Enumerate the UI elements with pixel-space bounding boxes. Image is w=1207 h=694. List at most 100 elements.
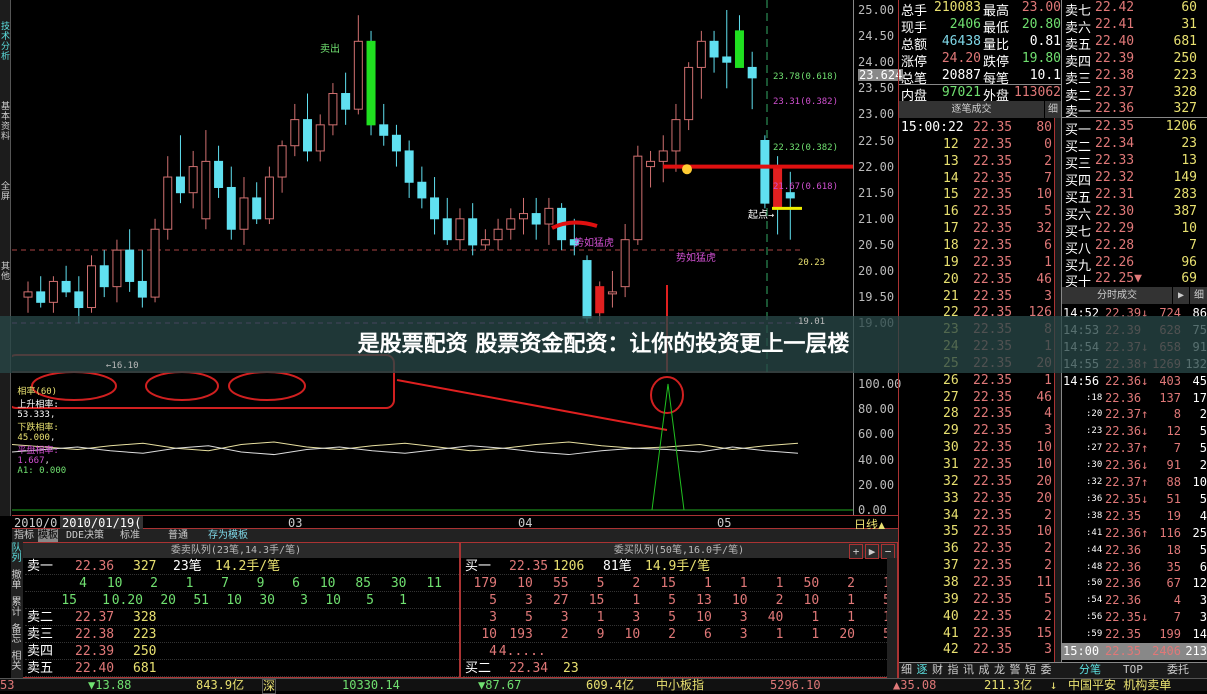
- indicator-line-down: [12, 445, 799, 456]
- chart-tab[interactable]: 标准: [120, 530, 140, 541]
- candle-body: [582, 260, 592, 319]
- sidebar-tab[interactable]: 全屏: [0, 182, 10, 202]
- chart-tab[interactable]: DDE决策: [66, 530, 105, 541]
- tick-row: 38 22.35 11: [899, 574, 1054, 591]
- level-label: 卖一: [27, 559, 54, 574]
- tick-volume: 10: [1036, 524, 1052, 540]
- order-size: 2: [150, 576, 158, 591]
- panel-tab[interactable]: 龙: [994, 663, 1005, 676]
- stat-value: 113062: [1014, 85, 1061, 100]
- panel-tab[interactable]: 讯: [963, 663, 974, 676]
- trade-volume: 2406: [1152, 644, 1181, 658]
- panel-tab[interactable]: 短: [1025, 663, 1036, 676]
- queue-side-tab[interactable]: 相关: [11, 651, 22, 672]
- status-amount: 843.9亿: [196, 678, 245, 692]
- queue-orders-row: 4 4.....: [463, 643, 887, 660]
- price-tick: 20.00: [858, 264, 895, 278]
- scrollbar[interactable]: [887, 558, 897, 678]
- status-market[interactable]: 中小板指: [656, 678, 705, 692]
- panel-tab[interactable]: TOP: [1123, 663, 1143, 676]
- tick-price: 22.35: [973, 120, 1013, 135]
- tick-volume: 2: [1044, 558, 1052, 574]
- candle: [709, 30, 719, 73]
- trade-time: 15:00: [1063, 644, 1100, 658]
- sidebar-tab[interactable]: 基本资料: [0, 102, 10, 142]
- tick-time: 34: [943, 507, 959, 523]
- candle-body: [646, 160, 656, 168]
- candle-body: [506, 218, 516, 230]
- candle-body: [417, 181, 427, 199]
- order-size: 1: [775, 627, 784, 642]
- avg-size: 14.2手/笔: [215, 559, 281, 574]
- candlestick-chart[interactable]: [12, 0, 898, 516]
- tick-list-header[interactable]: 逐笔成交: [899, 101, 1044, 118]
- trade-price: 22.35↓: [1105, 610, 1149, 625]
- candle-body: [785, 192, 795, 199]
- panel-tab[interactable]: 指: [947, 663, 959, 676]
- candle: [569, 218, 579, 256]
- level-label: 卖三: [27, 627, 54, 642]
- orderbook-label: 卖七: [1065, 4, 1092, 19]
- detail-button[interactable]: 细: [1045, 101, 1061, 118]
- scrollbar[interactable]: [1054, 118, 1061, 662]
- chart-tab[interactable]: 模板: [38, 529, 58, 542]
- panel-tab[interactable]: 逐: [916, 663, 928, 676]
- candle-body: [214, 160, 224, 188]
- queue-side-tab[interactable]: 撤单: [11, 570, 22, 591]
- candle-body: [569, 239, 579, 246]
- candle-body: [112, 249, 122, 288]
- collapse-button[interactable]: −: [881, 544, 895, 559]
- candle-body: [303, 119, 313, 152]
- period-selector[interactable]: 日线▲: [854, 518, 886, 532]
- panel-tab[interactable]: 成: [978, 663, 990, 676]
- panel-tab[interactable]: 委托: [1167, 663, 1189, 676]
- trade-time: :30: [1086, 460, 1103, 471]
- panel-tab[interactable]: 细: [901, 663, 912, 676]
- queue-side-tab[interactable]: 备忘: [11, 624, 22, 645]
- candle: [417, 166, 427, 209]
- news-ticker[interactable]: 中国平安 机构卖单: [1068, 678, 1172, 692]
- panel-tab[interactable]: 警: [1009, 663, 1021, 676]
- buy-queue-title: 委买队列(50笔,16.0手/笔): [461, 543, 897, 558]
- minute-trades-header[interactable]: 分时成交: [1062, 287, 1172, 304]
- sidebar-tab[interactable]: 其他: [0, 262, 10, 282]
- highlight-circle: [650, 376, 684, 414]
- next-arrow-button[interactable]: ▶: [1173, 287, 1189, 304]
- fib-label: 23.31(0.382): [773, 97, 839, 107]
- orderbook-volume: 223: [1173, 67, 1197, 83]
- chart-tab[interactable]: 普通: [168, 530, 188, 541]
- expand-button[interactable]: +: [849, 544, 863, 559]
- next-button[interactable]: ▶: [865, 544, 879, 559]
- queue-side-tab[interactable]: 累计: [11, 597, 22, 618]
- candle-body: [353, 40, 363, 110]
- panel-tab[interactable]: 分笔: [1079, 663, 1101, 676]
- detail-button[interactable]: 细: [1190, 287, 1207, 304]
- orderbook-price: 22.35: [1095, 119, 1135, 135]
- panel-tab[interactable]: 财: [932, 663, 943, 676]
- sell-queue-title: 委卖队列(23笔,14.3手/笔): [13, 543, 459, 558]
- trade-price: 22.36: [1105, 576, 1142, 591]
- candle-body: [290, 119, 300, 147]
- tick-time: 30: [943, 440, 959, 456]
- orderbook-price: 22.38: [1095, 67, 1135, 83]
- divider: [899, 84, 1061, 85]
- queue-side-tab[interactable]: 队列: [11, 543, 22, 564]
- sidebar-tab[interactable]: 技术分析: [0, 22, 10, 62]
- candle: [277, 140, 287, 193]
- order-size: 1: [857, 609, 891, 626]
- tick-time: 17: [943, 221, 959, 237]
- tick-volume: 1: [1044, 372, 1052, 388]
- order-size: 1: [632, 593, 641, 608]
- order-size: 1: [739, 576, 748, 591]
- trade-price: 22.36: [1105, 542, 1142, 557]
- tick-row: 26 22.35 1: [899, 372, 1054, 389]
- panel-tab[interactable]: 委: [1040, 663, 1052, 676]
- candle: [506, 208, 516, 240]
- indicator-legend: 相率(60) 上升相率: 53.333, 下跌相率: 45.000, 平盘相率:…: [17, 387, 67, 476]
- chart-tab[interactable]: 指标: [14, 530, 34, 541]
- tick-volume: 2: [1044, 507, 1052, 523]
- chart-tab[interactable]: 存为模板: [208, 530, 248, 541]
- current-price-marker: 23.624: [858, 68, 904, 82]
- status-market[interactable]: 深: [262, 679, 277, 694]
- tick-price: 22.35: [973, 541, 1013, 557]
